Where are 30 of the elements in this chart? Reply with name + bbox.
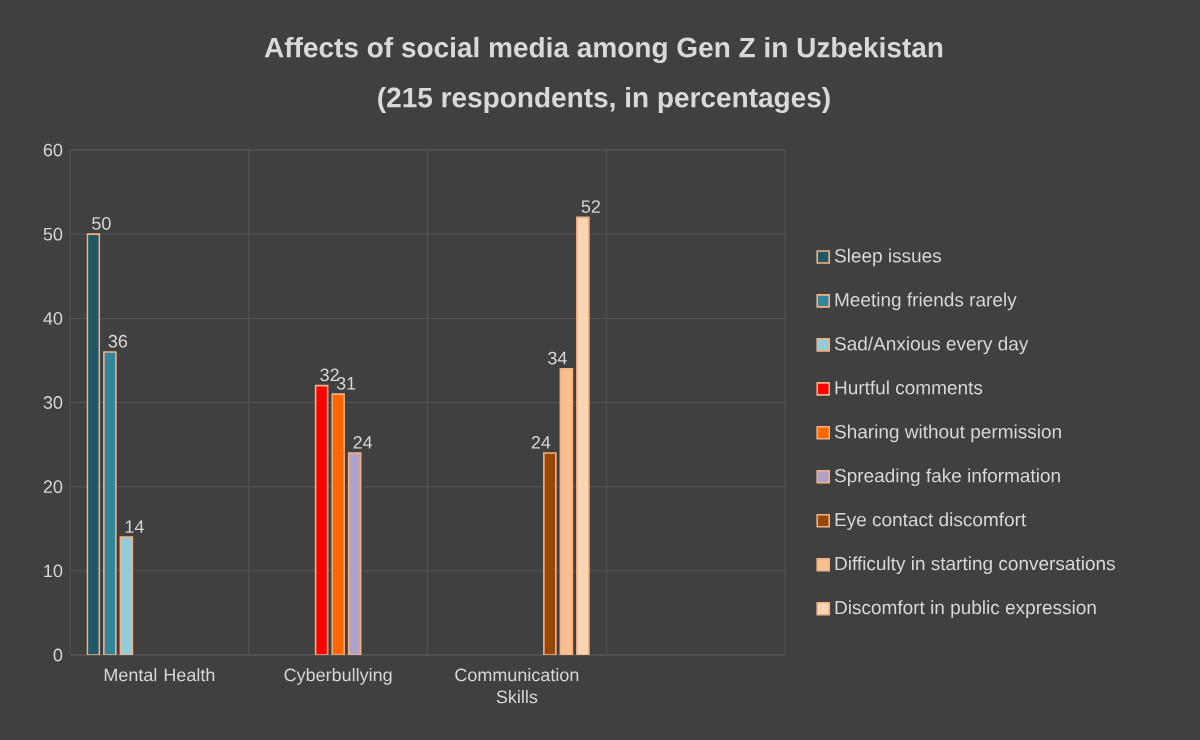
legend-label: Sad/Anxious every day — [834, 336, 1029, 355]
data-label: 34 — [548, 351, 567, 365]
data-label: 52 — [581, 200, 600, 213]
y-tick-label: 10 — [44, 564, 63, 578]
x-tick-label: Cyberbullying — [284, 668, 392, 685]
chart-title: Affects of social media among Gen Z in Uzbekistan — [264, 36, 943, 64]
y-tick-label: 50 — [43, 227, 63, 241]
data-label: 50 — [92, 217, 111, 230]
y-tick-label: 20 — [43, 480, 63, 494]
y-tick-label: 30 — [43, 396, 63, 409]
legend-label: Spreading fake information — [834, 468, 1060, 487]
data-label: 31 — [336, 376, 356, 390]
x-tick-label: Communication Skills — [455, 668, 579, 704]
data-label: 24 — [353, 436, 373, 449]
data-label: 36 — [108, 334, 128, 348]
data-label: 24 — [531, 436, 551, 449]
y-tick-label: 60 — [43, 143, 63, 157]
x-tick-label: Mental Health — [104, 668, 215, 682]
chart-subtitle: (215 respondents, in percentages) — [378, 86, 830, 114]
legend-label: Discomfort in public expression — [835, 600, 1096, 619]
legend-label: Difficulty in starting conversations — [835, 556, 1115, 575]
y-tick-label: 40 — [43, 311, 63, 325]
data-label: 14 — [125, 520, 144, 533]
y-tick-label: 0 — [53, 648, 63, 662]
legend-label: Hurtful comments — [835, 380, 983, 395]
legend-label: Sleep issues — [834, 248, 942, 267]
legend-label: Meeting friends rarely — [835, 292, 1017, 311]
legend-label: Sharing without permission — [834, 424, 1061, 443]
data-label: 32 — [320, 368, 339, 382]
legend-label: Eye contact discomfort — [835, 512, 1027, 531]
